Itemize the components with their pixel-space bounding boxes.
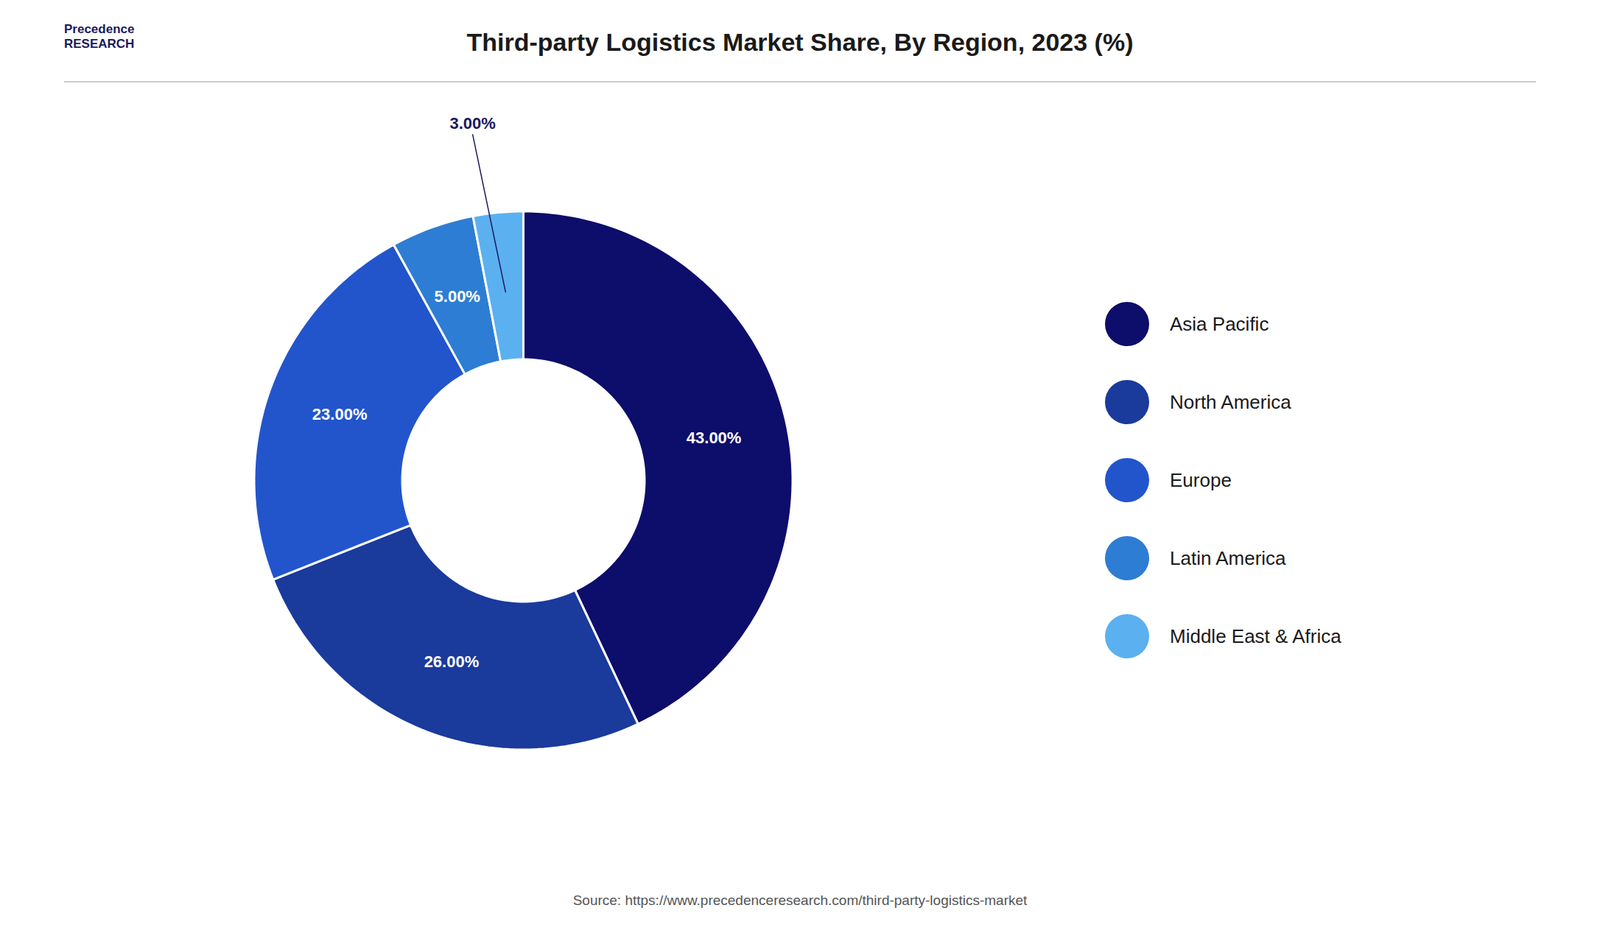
- html-text:Latin America: Latin America: [1169, 546, 1286, 570]
- html-text:North America: North America: [1169, 390, 1292, 413]
- html-text:Europe: Europe: [1169, 468, 1232, 491]
- html-text:Asia Pacific: Asia Pacific: [1169, 312, 1269, 335]
- svg-text:5.00%: 5.00%: [434, 287, 481, 306]
- svg-text:23.00%: 23.00%: [312, 405, 368, 424]
- svg-text:26.00%: 26.00%: [424, 652, 480, 672]
- html-text:Source: https://www.precedence: Source: https://www.precedenceresearch.c…: [572, 892, 1028, 909]
- svg-text:3.00%: 3.00%: [450, 114, 496, 133]
- html-text:Precedence RESEARCH: Precedence RESEARCH: [64, 22, 135, 52]
- svg-text:43.00%: 43.00%: [686, 428, 742, 448]
- html-text:Third-party Logistics Market S: Third-party Logistics Market Share, By R…: [466, 27, 1134, 56]
- html-text:Middle East & Africa: Middle East & Africa: [1169, 625, 1342, 648]
